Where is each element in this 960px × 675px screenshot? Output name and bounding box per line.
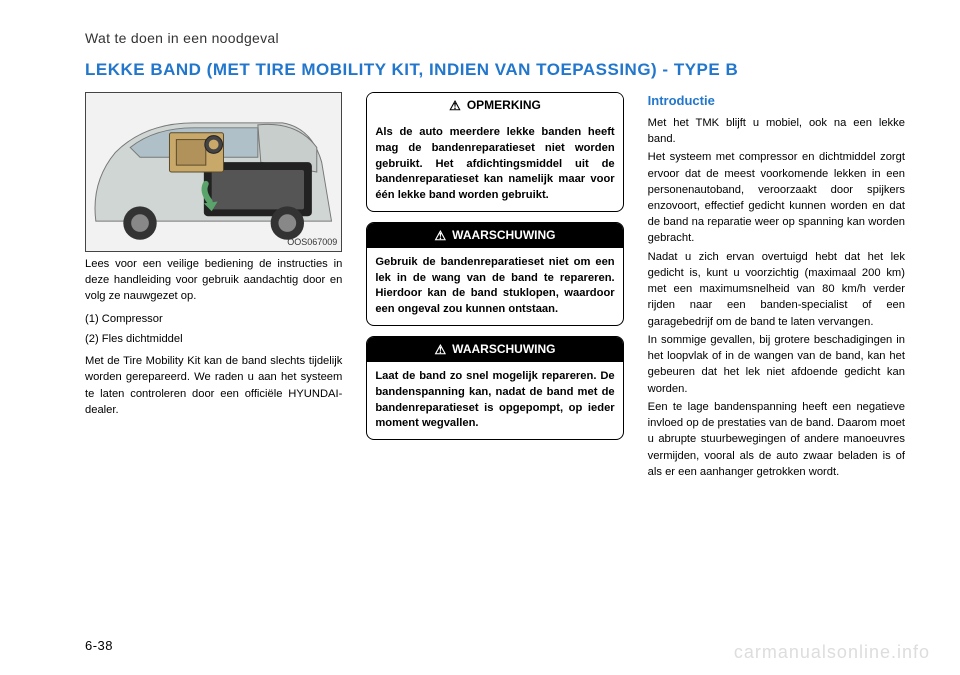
notice-body: Als de auto meerdere lekke banden heeft … [367,118,622,210]
col1-item-compressor: (1) Compressor [85,311,342,327]
running-header: Wat te doen in een noodgeval [85,30,905,46]
col1-body: Met de Tire Mobility Kit kan de band sle… [85,353,342,418]
warning-icon: ⚠ [435,229,447,242]
warning-box-1: ⚠ WAARSCHUWING Gebruik de bandenreparati… [366,222,623,326]
warning-1-body: Gebruik de bandenreparatieset niet om ee… [367,248,622,325]
warning-2-header: ⚠ WAARSCHUWING [367,337,622,362]
watermark: carmanualsonline.info [734,642,930,663]
manual-page: Wat te doen in een noodgeval LEKKE BAND … [0,0,960,675]
col3-p4: In sommige gevallen, bij grotere beschad… [648,332,905,397]
tmk-illustration [86,93,341,251]
col1-intro: Lees voor een veilige bediening de instr… [85,256,342,305]
content-columns: OOS067009 Lees voor een veilige bedienin… [85,92,905,480]
warning-2-label: WAARSCHUWING [452,341,555,358]
warning-2-body: Laat de band zo snel mogelijk repareren.… [367,362,622,439]
figure-caption: OOS067009 [287,236,337,249]
col3-p3: Nadat u zich ervan overtuigd hebt dat he… [648,249,905,330]
warning-1-label: WAARSCHUWING [452,227,555,244]
column-1: OOS067009 Lees voor een veilige bedienin… [85,92,342,480]
page-title: LEKKE BAND (MET TIRE MOBILITY KIT, INDIE… [85,60,905,80]
figure-tmk: OOS067009 [85,92,342,252]
warning-icon: ⚠ [449,99,461,112]
notice-header: ⚠ OPMERKING [367,93,622,118]
column-2: ⚠ OPMERKING Als de auto meerdere lekke b… [366,92,623,480]
column-3: Introductie Met het TMK blijft u mobiel,… [648,92,905,480]
page-number: 6-38 [85,638,113,653]
introductie-heading: Introductie [648,92,905,111]
col3-p5: Een te lage bandenspanning heeft een neg… [648,399,905,480]
col3-p1: Met het TMK blijft u mobiel, ook na een … [648,115,905,147]
notice-label: OPMERKING [467,97,541,114]
warning-icon: ⚠ [435,343,447,356]
warning-box-2: ⚠ WAARSCHUWING Laat de band zo snel moge… [366,336,623,440]
col3-p2: Het systeem met compressor en dichtmidde… [648,149,905,246]
notice-box: ⚠ OPMERKING Als de auto meerdere lekke b… [366,92,623,212]
col1-item-sealant: (2) Fles dichtmiddel [85,331,342,347]
warning-1-header: ⚠ WAARSCHUWING [367,223,622,248]
